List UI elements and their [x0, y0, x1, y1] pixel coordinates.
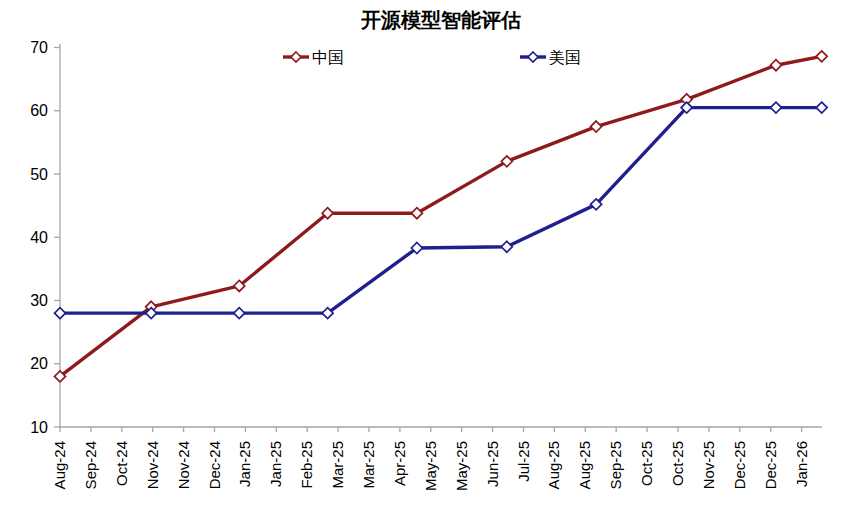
- x-axis-tick-label: Oct-24: [113, 441, 130, 486]
- x-axis-tick-label: Jan-26: [793, 441, 810, 487]
- legend-label-us: 美国: [549, 49, 581, 66]
- chart-container: 开源模型智能评估 中国 美国 10 20 30 40 50 60 70 Aug-24 Sep-2…: [0, 0, 846, 510]
- y-axis-tick-label: 40: [30, 229, 48, 246]
- chart-title: 开源模型智能评估: [360, 9, 521, 31]
- x-axis-tick-label: Nov-24: [175, 441, 192, 489]
- series-marker-us: [501, 241, 512, 252]
- y-axis-tick-label: 30: [30, 292, 48, 309]
- legend-item-china: 中国: [283, 49, 344, 66]
- x-axis-tick-label: Sep-24: [82, 441, 99, 489]
- x-axis-tick-label: Nov-24: [144, 441, 161, 489]
- x-axis-tick-label: Aug-24: [51, 441, 68, 489]
- legend-item-us: 美国: [520, 49, 581, 66]
- y-axis-tick-label: 10: [30, 419, 48, 436]
- x-axis-tick-label: Dec-25: [731, 441, 748, 489]
- series-marker-us: [770, 102, 781, 113]
- line-chart: 开源模型智能评估 中国 美国 10 20 30 40 50 60 70 Aug-24 Sep-2…: [0, 0, 846, 510]
- y-axis-tick-label: 20: [30, 355, 48, 372]
- x-axis-tick-label: Jul-25: [515, 441, 532, 482]
- x-axis-tick-label: Jan-25: [267, 441, 284, 487]
- x-axis-tick-label: Sep-25: [607, 441, 624, 489]
- series-marker-china: [770, 60, 781, 71]
- diamond-marker-icon: [291, 52, 301, 62]
- x-axis-tick-label: May-25: [453, 441, 470, 491]
- x-axis-tick-label: Jun-25: [484, 441, 501, 487]
- x-axis-tick-label: Dec-24: [206, 441, 223, 489]
- legend: 中国 美国: [283, 49, 581, 66]
- y-axis-tick-label: 50: [30, 166, 48, 183]
- x-axis-tick-label: Oct-25: [669, 441, 686, 486]
- x-axis-tick-label: Aug-25: [576, 441, 593, 489]
- series-group: [55, 51, 828, 382]
- x-axis-tick-label: Nov-25: [700, 441, 717, 489]
- y-axis-tick-label: 70: [30, 39, 48, 56]
- series-marker-china: [591, 121, 602, 132]
- series-marker-us: [234, 308, 245, 319]
- series-line-us: [60, 108, 822, 314]
- x-axis-tick-label: Feb-25: [298, 441, 315, 489]
- x-axis-tick-label: Mar-25: [329, 441, 346, 489]
- series-line-china: [60, 56, 822, 376]
- x-axis-tick-label: Apr-25: [391, 441, 408, 486]
- legend-label-china: 中国: [312, 49, 344, 66]
- x-axis-tick-label: Dec-25: [762, 441, 779, 489]
- x-axis-tick-label: May-25: [422, 441, 439, 491]
- x-axis-tick-label: Mar-25: [360, 441, 377, 489]
- series-marker-china: [816, 51, 827, 62]
- x-axis-tick-label: Aug-25: [545, 441, 562, 489]
- series-marker-us: [816, 102, 827, 113]
- y-axis-tick-label: 60: [30, 102, 48, 119]
- series-marker-us: [55, 308, 66, 319]
- diamond-marker-icon: [528, 52, 538, 62]
- x-axis-tick-label: Jan-25: [236, 441, 253, 487]
- x-axis-tick-label: Oct-25: [638, 441, 655, 486]
